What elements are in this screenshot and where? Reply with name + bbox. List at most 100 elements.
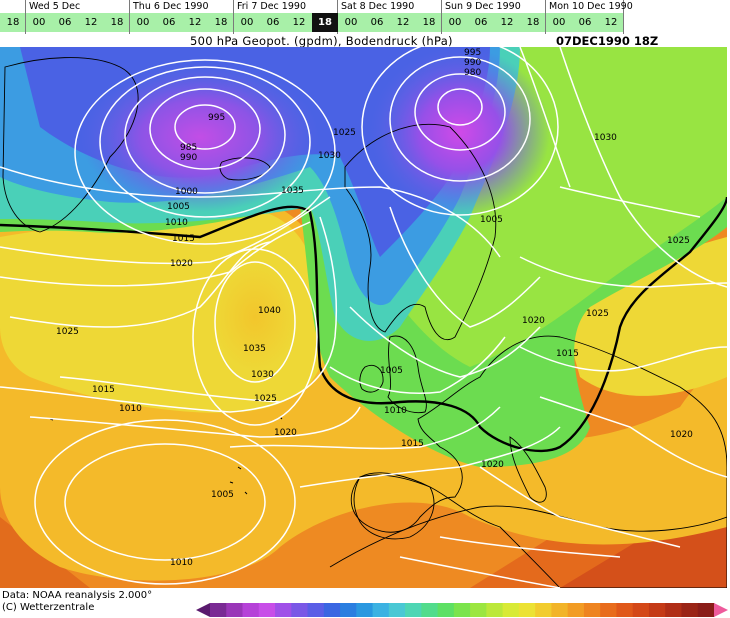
timeline-hours: 00 06 12 18: [26, 13, 129, 32]
scale-swatch: [340, 603, 357, 617]
iberia-land: [353, 474, 435, 540]
islands-land: [49, 416, 283, 495]
isobar-label: 1010: [165, 218, 188, 228]
timeline-hour-button[interactable]: 18: [312, 13, 338, 32]
isobar-label: 1010: [170, 558, 193, 568]
color-scale-bar: [196, 603, 728, 617]
timeline-hour-button[interactable]: 12: [292, 17, 306, 28]
timeline-day-label: Wed 5 Dec: [29, 1, 81, 12]
isobar-label: 990: [464, 58, 481, 68]
isobar-label: 1015: [92, 385, 115, 395]
timeline-hour-button[interactable]: 12: [188, 17, 202, 28]
scale-swatch: [697, 603, 715, 617]
azores-core: [70, 387, 290, 527]
timeline-hour-button[interactable]: 18: [214, 17, 228, 28]
scandinavia-land: [344, 123, 497, 340]
scale-swatch: [600, 603, 617, 617]
isobar-label: 995: [464, 48, 481, 58]
isobar-label: 1010: [384, 406, 407, 416]
timeline-day-label: Sat 8 Dec 1990: [341, 1, 415, 12]
timeline-hours: 00 06 12 18: [234, 13, 338, 32]
east-yellow: [560, 237, 727, 396]
timeline-hour-button[interactable]: 06: [578, 17, 592, 28]
isobar-label: 1020: [274, 428, 297, 438]
isobar-labels: 995 990 985 980 1000 1005 1010 1015 1020…: [56, 48, 693, 568]
scale-swatch: [421, 603, 439, 617]
data-credit: Data: NOAA reanalysis 2.000° (C) Wetterz…: [2, 590, 152, 614]
scandinavian-low: [370, 47, 550, 217]
scale-swatch: [567, 603, 585, 617]
scale-swatch: [323, 603, 341, 617]
isobar-label: 1025: [667, 236, 690, 246]
scale-arrow-low: [196, 603, 210, 617]
timeline-day-label: Sun 9 Dec 1990: [445, 1, 521, 12]
timeline-hour-button[interactable]: 18: [526, 17, 540, 28]
timeline-day: Sat 8 Dec 1990 00 06 12 18: [338, 0, 442, 34]
timeline-hour-button[interactable]: 18: [422, 17, 436, 28]
isobar-label: 980: [464, 68, 481, 78]
scale-swatch: [258, 603, 276, 617]
timeline-day: Sun 9 Dec 1990 00 06 12 18: [442, 0, 546, 34]
isobar-label: 1025: [333, 128, 356, 138]
timeline-day-label: Fri 7 Dec 1990: [237, 1, 306, 12]
scale-swatch: [405, 603, 422, 617]
scale-swatch: [470, 603, 487, 617]
europe-land: [350, 335, 727, 588]
ireland-land: [359, 364, 384, 393]
italy-land: [509, 436, 547, 503]
isobar-label: 1015: [172, 234, 195, 244]
timeline-hour-button[interactable]: 00: [448, 17, 462, 28]
timeline-hour-button[interactable]: 18: [110, 17, 124, 28]
timeline-hours: 18: [0, 13, 25, 32]
copyright-line: (C) Wetterzentrale: [2, 602, 95, 613]
timeline-day-label: Thu 6 Dec 1990: [133, 1, 209, 12]
scale-swatch: [681, 603, 699, 617]
timeline-hour-button[interactable]: 12: [500, 17, 514, 28]
isobar-label: 1005: [380, 366, 403, 376]
timeline-hour-button[interactable]: 00: [344, 17, 358, 28]
scale-swatch: [242, 603, 260, 617]
timeline-hours: 00 06 12: [546, 13, 623, 32]
scale-swatch: [502, 603, 520, 617]
timeline-day-label: Mon 10 Dec 1990: [549, 1, 633, 12]
timeline-hour-button[interactable]: 00: [136, 17, 150, 28]
scale-swatch: [616, 603, 634, 617]
scale-swatch: [453, 603, 471, 617]
scale-swatch: [210, 603, 227, 617]
isobar-label: 1035: [281, 186, 304, 196]
timeline-hour-button[interactable]: 06: [266, 17, 280, 28]
isobar-label: 1020: [170, 259, 193, 269]
isobar-label: 1035: [243, 344, 266, 354]
timeline-hour-button[interactable]: 18: [6, 17, 20, 28]
time-selector-bar: 18 Wed 5 Dec 00 06 12 18 Thu 6 Dec 1990 00 06 12 1…: [0, 0, 642, 34]
timeline-hour-button[interactable]: 12: [396, 17, 410, 28]
scale-swatch: [275, 603, 292, 617]
isobar-label: 1020: [522, 316, 545, 326]
isobar-label: 1005: [167, 202, 190, 212]
timeline-hour-button[interactable]: 12: [604, 17, 618, 28]
timeline-hour-button[interactable]: 06: [162, 17, 176, 28]
timeline-hour-button[interactable]: 12: [84, 17, 98, 28]
isobar-label: 1015: [401, 439, 424, 449]
timeline-hour-button[interactable]: 06: [58, 17, 72, 28]
timeline-hour-button[interactable]: 00: [240, 17, 254, 28]
scale-swatch: [583, 603, 601, 617]
timeline-hours: 00 06 12 18: [338, 13, 441, 32]
timeline-day: Fri 7 Dec 1990 00 06 12 18: [234, 0, 338, 34]
isobar-label: 1005: [211, 490, 234, 500]
isobar-label: 1020: [481, 460, 504, 470]
isobar-label: 1030: [318, 151, 341, 161]
timeline-day: Wed 5 Dec 00 06 12 18: [26, 0, 130, 34]
scale-swatch: [486, 603, 504, 617]
weather-map: 995 990 985 980 1000 1005 1010 1015 1020…: [0, 47, 727, 588]
scale-swatch: [307, 603, 325, 617]
scale-swatch: [518, 603, 536, 617]
isobar-label: 995: [208, 113, 225, 123]
map-timestamp: 07DEC1990 18Z: [556, 34, 659, 48]
timeline-hour-button[interactable]: 06: [474, 17, 488, 28]
isobar-label: 1040: [258, 306, 281, 316]
timeline-hour-button[interactable]: 00: [32, 17, 46, 28]
scale-swatch: [291, 603, 309, 617]
timeline-hour-button[interactable]: 06: [370, 17, 384, 28]
timeline-hour-button[interactable]: 00: [552, 17, 566, 28]
